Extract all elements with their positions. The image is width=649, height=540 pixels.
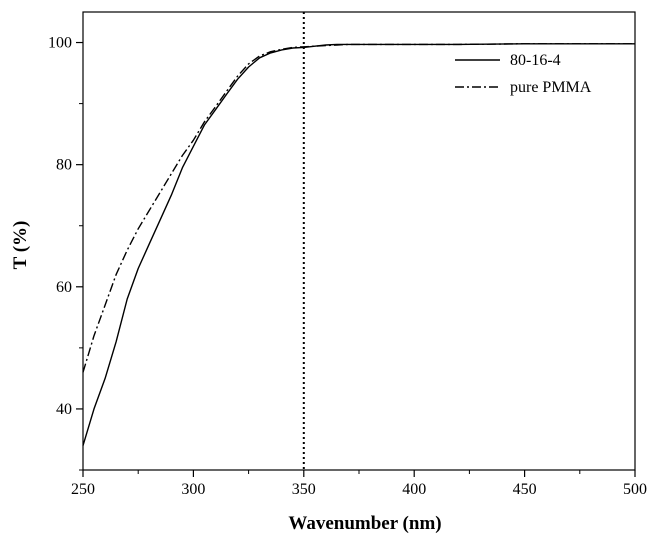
x-tick-label: 450: [513, 481, 537, 498]
series-line-2: [82, 43, 635, 373]
x-tick-label: 300: [181, 481, 205, 498]
y-tick-label: 100: [48, 35, 72, 52]
x-tick-label: 400: [402, 481, 426, 498]
y-tick-label: 60: [56, 279, 72, 296]
legend-label-1: 80-16-4: [510, 52, 561, 69]
y-tick-label: 40: [56, 401, 72, 418]
axes: 250 300 350 400 450 500 40 60 80 100: [48, 11, 647, 498]
legend-label-2: pure PMMA: [510, 79, 592, 96]
x-tick-label: 500: [623, 481, 647, 498]
legend: 80-16-4 pure PMMA: [455, 52, 592, 96]
y-tick-label: 80: [56, 157, 72, 174]
y-axis-title: T (%): [10, 221, 31, 270]
plot-marks: [82, 12, 635, 470]
series-line-1: [82, 43, 635, 446]
x-tick-label: 350: [292, 481, 316, 498]
x-tick-label: 250: [71, 481, 95, 498]
x-axis-title: Wavenumber (nm): [288, 513, 441, 534]
